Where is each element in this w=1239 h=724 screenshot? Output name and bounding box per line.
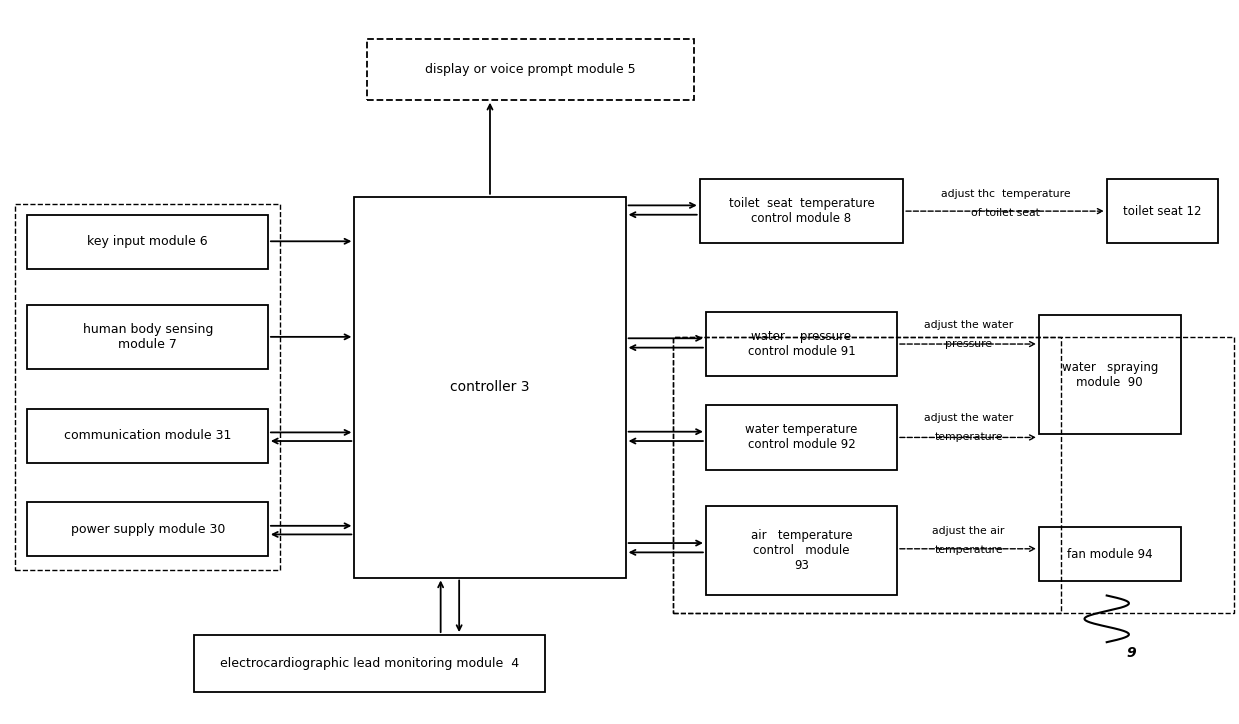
Text: display or voice prompt module 5: display or voice prompt module 5	[425, 63, 636, 76]
Text: toilet seat 12: toilet seat 12	[1123, 205, 1202, 218]
Text: adjust thc  temperature: adjust thc temperature	[940, 189, 1070, 199]
Text: adjust the water: adjust the water	[924, 320, 1014, 329]
Text: controller 3: controller 3	[450, 380, 530, 394]
FancyBboxPatch shape	[27, 215, 268, 269]
Text: adjust the water: adjust the water	[924, 413, 1014, 423]
FancyBboxPatch shape	[706, 505, 897, 596]
Text: water   spraying
module  90: water spraying module 90	[1062, 361, 1158, 389]
Text: 9: 9	[1126, 646, 1136, 660]
FancyBboxPatch shape	[700, 179, 903, 243]
Text: water temperature
control module 92: water temperature control module 92	[745, 424, 857, 452]
FancyBboxPatch shape	[706, 312, 897, 376]
Text: power supply module 30: power supply module 30	[71, 523, 225, 536]
Text: communication module 31: communication module 31	[64, 429, 232, 442]
FancyBboxPatch shape	[27, 502, 268, 556]
FancyBboxPatch shape	[354, 197, 626, 578]
FancyBboxPatch shape	[195, 635, 545, 692]
Text: human body sensing
module 7: human body sensing module 7	[83, 323, 213, 351]
Text: electrocardiographic lead monitoring module  4: electrocardiographic lead monitoring mod…	[221, 657, 519, 670]
FancyBboxPatch shape	[1106, 179, 1218, 243]
FancyBboxPatch shape	[367, 38, 694, 100]
FancyBboxPatch shape	[706, 405, 897, 470]
FancyBboxPatch shape	[27, 409, 268, 463]
Text: air   temperature
control   module
93: air temperature control module 93	[751, 529, 852, 572]
FancyBboxPatch shape	[1038, 315, 1181, 434]
Text: temperature: temperature	[934, 432, 1002, 442]
Text: key input module 6: key input module 6	[88, 235, 208, 248]
FancyBboxPatch shape	[27, 305, 268, 369]
FancyBboxPatch shape	[1038, 527, 1181, 581]
Text: fan module 94: fan module 94	[1067, 547, 1152, 560]
Text: adjust the air: adjust the air	[933, 526, 1005, 536]
Text: water    pressure
control module 91: water pressure control module 91	[747, 330, 855, 358]
Text: of toilet seat: of toilet seat	[971, 209, 1040, 219]
Text: toilet  seat  temperature
control module 8: toilet seat temperature control module 8	[729, 197, 875, 225]
Text: pressure: pressure	[945, 339, 992, 349]
Text: temperature: temperature	[934, 544, 1002, 555]
